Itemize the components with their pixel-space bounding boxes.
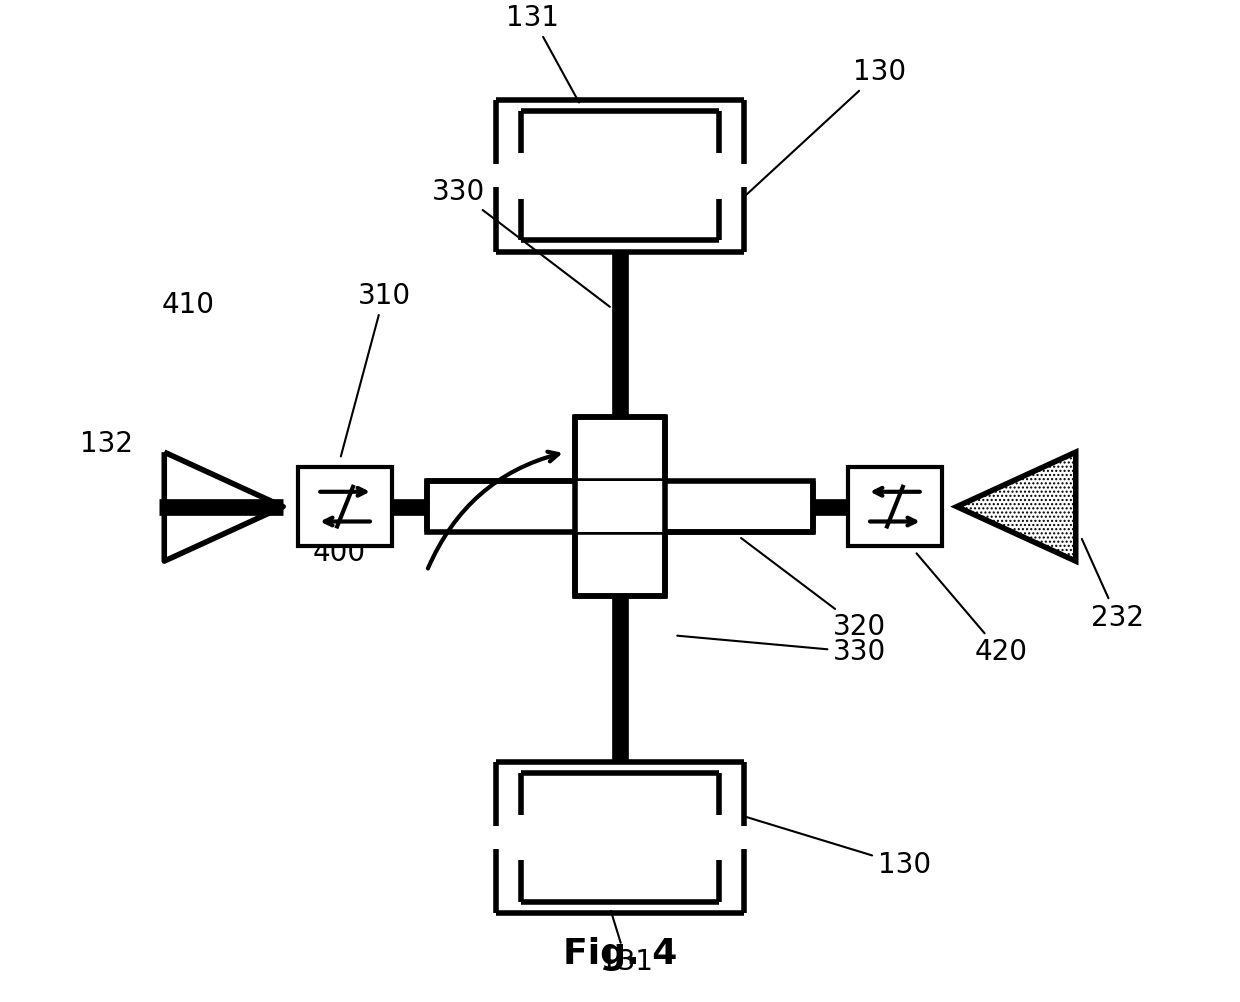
Text: 320: 320 [742,538,887,641]
Text: 330: 330 [677,635,887,666]
Bar [848,467,942,546]
Text: 131: 131 [506,4,579,102]
Text: 132: 132 [81,430,133,458]
Text: 400: 400 [312,539,366,567]
Bar [575,418,665,596]
Text: 130: 130 [746,817,931,879]
Text: 131: 131 [600,911,653,976]
Text: 420: 420 [916,553,1027,666]
Text: 130: 130 [746,58,906,195]
Text: 310: 310 [341,282,410,456]
Text: 232: 232 [1081,539,1143,631]
Bar [575,481,665,532]
Text: 330: 330 [432,177,610,307]
Text: 410: 410 [161,292,215,320]
Bar [427,481,813,532]
Bar [298,467,392,546]
Text: Fig. 4: Fig. 4 [563,938,677,972]
